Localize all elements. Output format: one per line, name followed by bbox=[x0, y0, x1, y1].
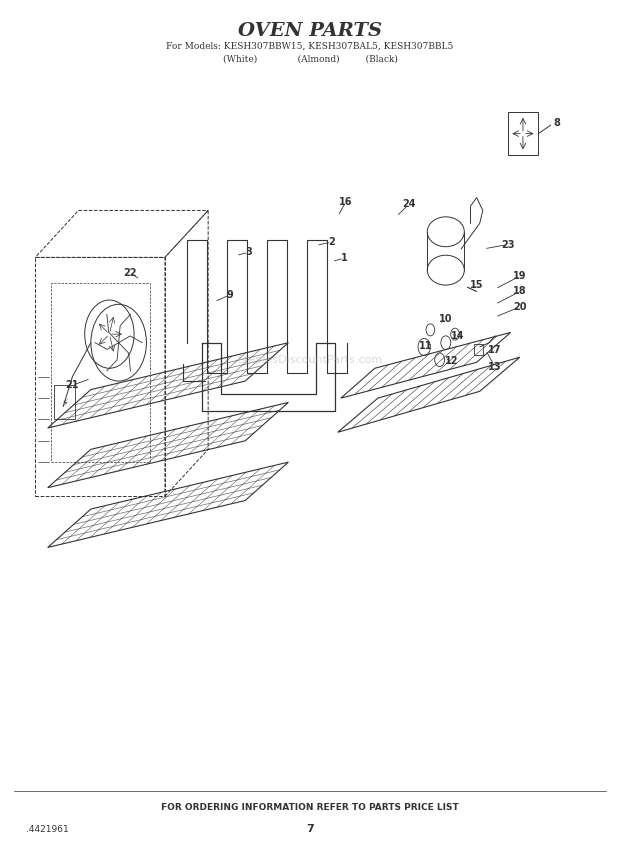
Text: 19: 19 bbox=[513, 271, 526, 281]
Text: 2: 2 bbox=[328, 237, 335, 247]
Text: .4421961: .4421961 bbox=[26, 824, 69, 834]
Text: 16: 16 bbox=[339, 197, 353, 207]
Text: 7: 7 bbox=[306, 824, 314, 834]
Text: For Models: KESH307BBW15, KESH307BAL5, KESH307BBL5: For Models: KESH307BBW15, KESH307BAL5, K… bbox=[166, 42, 454, 51]
Text: 13: 13 bbox=[489, 362, 502, 372]
Text: 22: 22 bbox=[123, 268, 136, 277]
Text: StaplesDiscountParts.com: StaplesDiscountParts.com bbox=[237, 354, 383, 365]
Text: 23: 23 bbox=[501, 240, 514, 250]
Text: 11: 11 bbox=[419, 341, 433, 351]
Text: 24: 24 bbox=[402, 199, 415, 210]
Text: 21: 21 bbox=[66, 380, 79, 390]
Text: 3: 3 bbox=[245, 247, 252, 258]
Text: FOR ORDERING INFORMATION REFER TO PARTS PRICE LIST: FOR ORDERING INFORMATION REFER TO PARTS … bbox=[161, 803, 459, 812]
Text: 12: 12 bbox=[445, 356, 459, 366]
Text: 1: 1 bbox=[340, 253, 347, 263]
Text: 20: 20 bbox=[513, 302, 526, 312]
Text: 10: 10 bbox=[439, 314, 453, 324]
Text: 18: 18 bbox=[513, 287, 526, 296]
Text: 15: 15 bbox=[470, 280, 484, 289]
Text: 8: 8 bbox=[554, 117, 560, 128]
Text: (White)              (Almond)         (Black): (White) (Almond) (Black) bbox=[223, 54, 397, 63]
Text: ⚡: ⚡ bbox=[61, 397, 68, 407]
Text: 17: 17 bbox=[489, 344, 502, 354]
Text: OVEN PARTS: OVEN PARTS bbox=[238, 22, 382, 40]
Text: 14: 14 bbox=[451, 331, 465, 341]
Text: 9: 9 bbox=[226, 290, 233, 300]
